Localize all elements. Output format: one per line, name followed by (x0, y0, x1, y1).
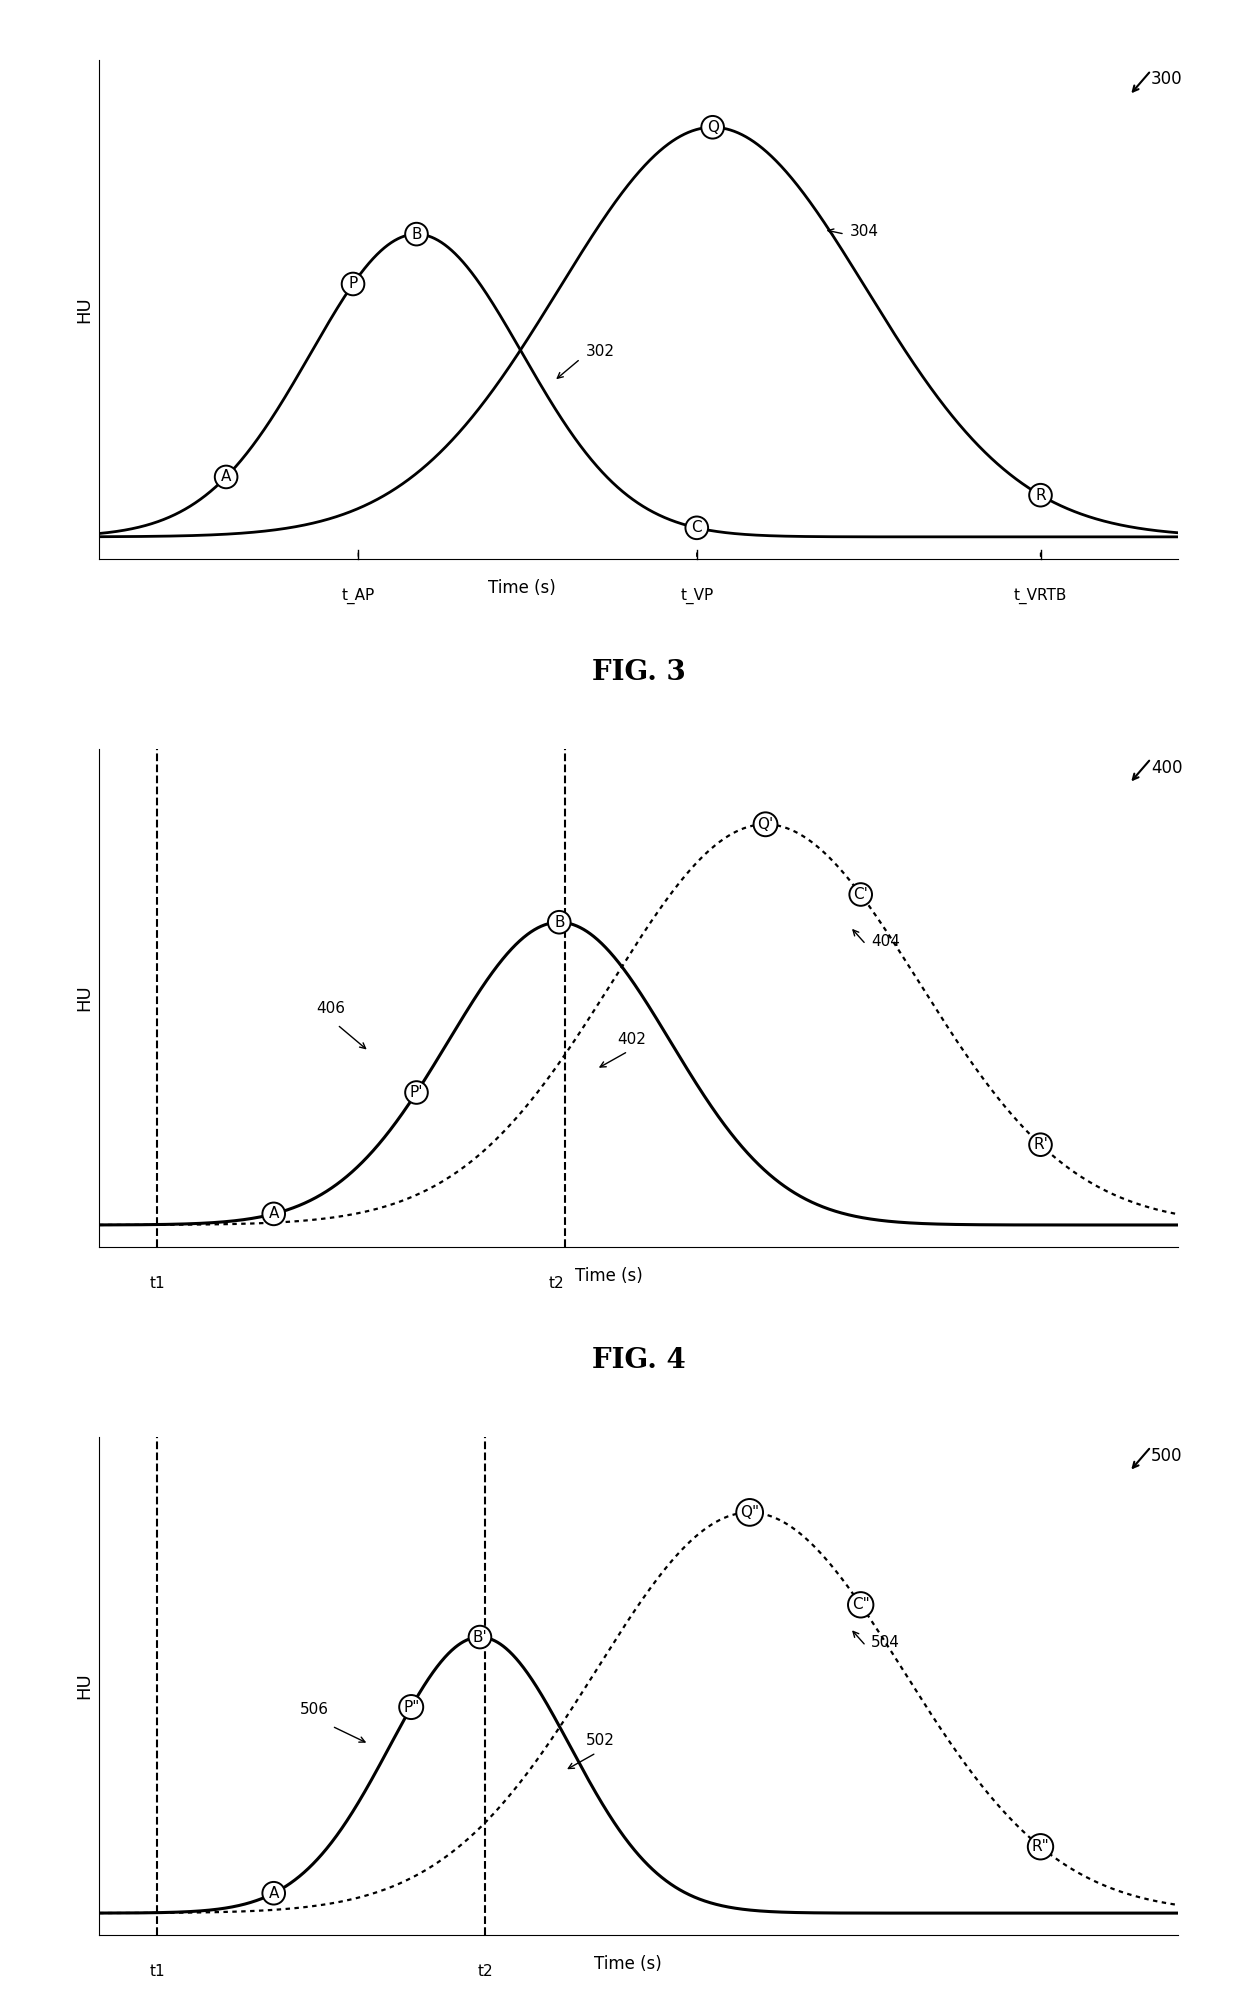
Text: B: B (554, 915, 564, 929)
Text: 504: 504 (872, 1635, 900, 1651)
Text: t1: t1 (150, 1276, 165, 1290)
Text: t2: t2 (549, 1276, 564, 1290)
Text: Q: Q (707, 119, 719, 135)
Text: B: B (412, 226, 422, 242)
Y-axis label: HU: HU (76, 1673, 94, 1699)
Text: C: C (692, 520, 702, 536)
Y-axis label: HU: HU (76, 984, 94, 1012)
Text: t2: t2 (477, 1964, 494, 1980)
Text: Time (s): Time (s) (489, 579, 556, 597)
Text: 406: 406 (316, 1000, 345, 1016)
Text: 500: 500 (1151, 1447, 1183, 1466)
Text: B': B' (472, 1629, 487, 1645)
Text: P: P (348, 276, 357, 292)
Text: t_AP: t_AP (342, 589, 374, 605)
Text: FIG. 4: FIG. 4 (591, 1347, 686, 1375)
Text: 402: 402 (618, 1032, 646, 1046)
Text: 304: 304 (851, 224, 879, 238)
Text: R': R' (1033, 1137, 1048, 1153)
Text: Time (s): Time (s) (594, 1956, 662, 1974)
Text: 300: 300 (1151, 71, 1183, 89)
Text: 506: 506 (300, 1702, 329, 1718)
Text: 302: 302 (585, 345, 615, 359)
Text: C': C' (853, 887, 868, 901)
Text: P': P' (409, 1085, 423, 1101)
Text: A: A (221, 470, 232, 484)
Text: 404: 404 (872, 933, 900, 950)
Text: FIG. 3: FIG. 3 (591, 659, 686, 685)
Text: C": C" (852, 1597, 869, 1613)
Text: R": R" (1032, 1839, 1049, 1855)
Text: A: A (269, 1206, 279, 1222)
Text: Q": Q" (740, 1504, 759, 1520)
Text: t1: t1 (150, 1964, 165, 1980)
Y-axis label: HU: HU (76, 296, 94, 323)
Text: A: A (269, 1885, 279, 1901)
Text: 502: 502 (585, 1734, 615, 1748)
Text: t_VP: t_VP (681, 589, 713, 605)
Text: Q': Q' (758, 816, 774, 833)
Text: R: R (1035, 488, 1045, 502)
Text: Time (s): Time (s) (575, 1268, 642, 1286)
Text: P": P" (403, 1699, 419, 1714)
Text: 400: 400 (1151, 758, 1183, 776)
Text: t_VRTB: t_VRTB (1014, 589, 1068, 605)
